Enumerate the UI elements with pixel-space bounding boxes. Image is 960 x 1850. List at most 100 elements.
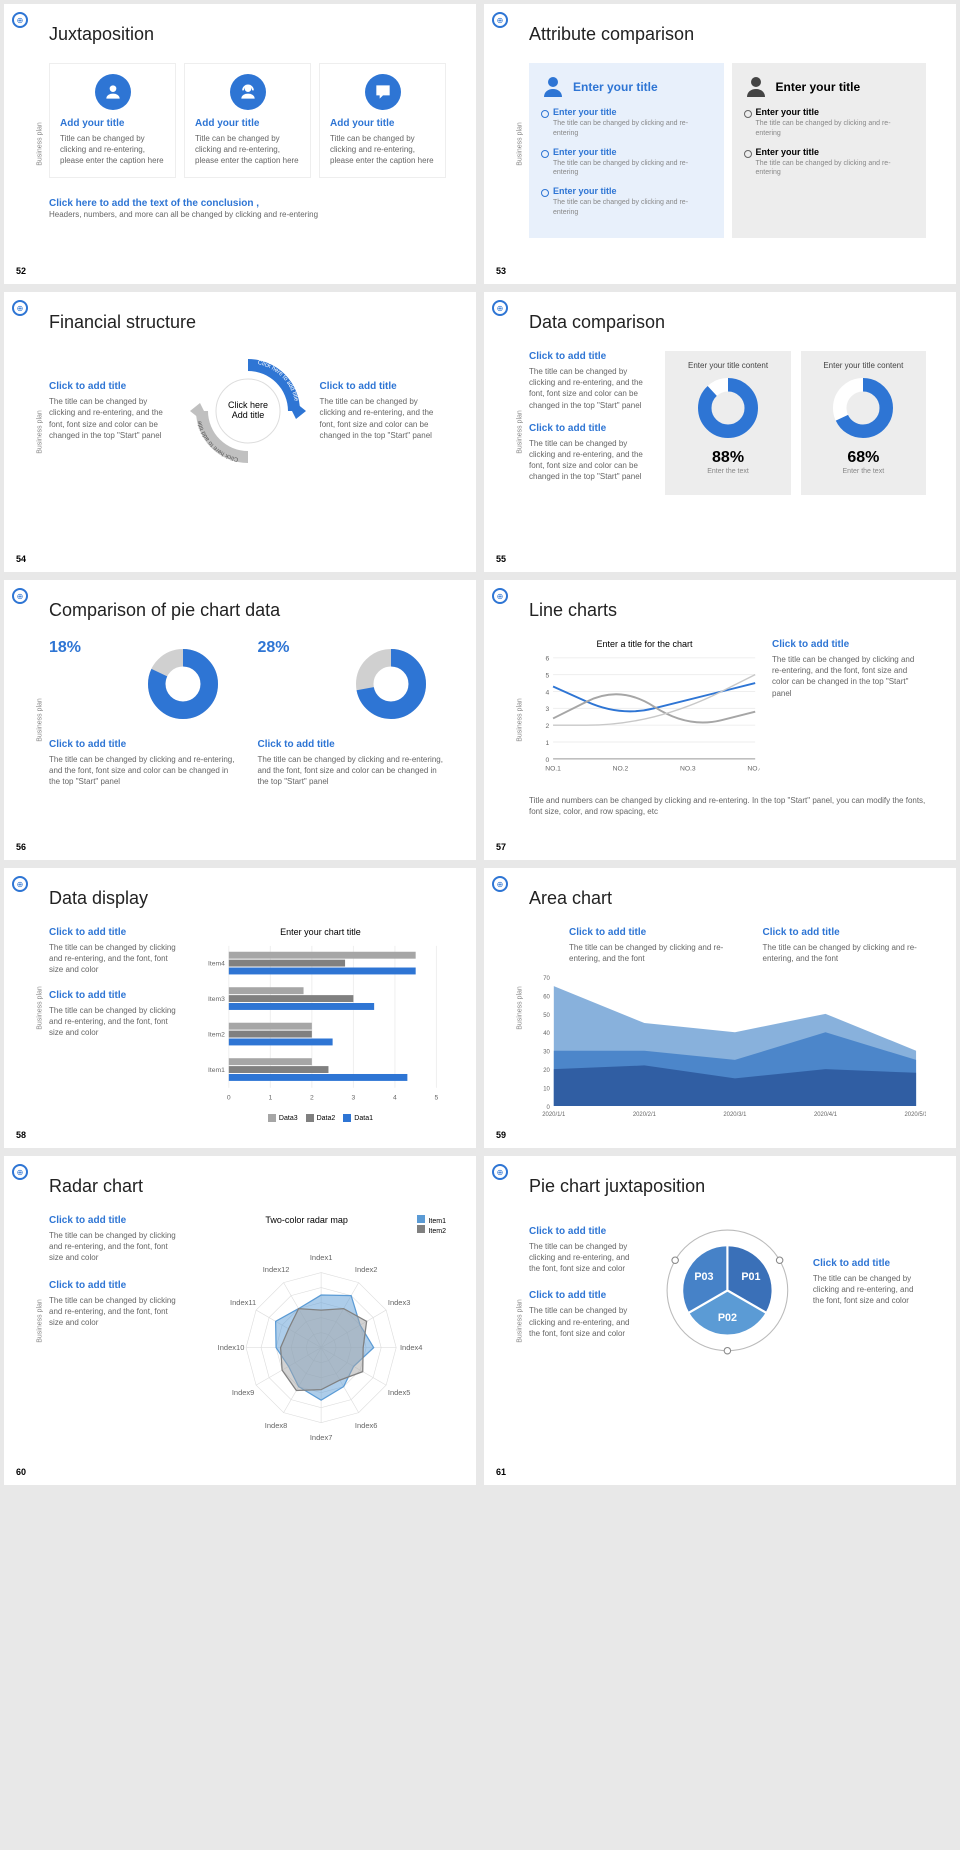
svg-text:Index5: Index5 [388,1388,411,1397]
svg-text:Index9: Index9 [232,1388,255,1397]
side-label: Business plan [516,698,523,742]
svg-text:Index10: Index10 [217,1343,244,1352]
svg-text:P02: P02 [718,1312,737,1324]
slide-title: Radar chart [49,1176,446,1197]
page-num: 54 [16,554,26,564]
side-label: Business plan [36,122,43,166]
slide-title: Area chart [529,888,926,909]
donut-chart [356,649,426,719]
svg-text:Click here: Click here [227,400,267,410]
side-label: Business plan [36,986,43,1030]
svg-text:2: 2 [310,1094,314,1101]
svg-text:0: 0 [545,757,549,764]
svg-text:Index3: Index3 [388,1298,411,1307]
side-label: Business plan [516,1299,523,1343]
side-label: Business plan [36,698,43,742]
slide-title: Data display [49,888,446,909]
svg-text:Item3: Item3 [208,996,225,1003]
svg-text:Item1: Item1 [208,1067,225,1074]
svg-text:5: 5 [545,673,549,680]
donut-card-2: Enter your title content 68% Enter the t… [801,351,926,495]
page-num: 55 [496,554,506,564]
svg-text:2020/4/1: 2020/4/1 [814,1112,838,1118]
svg-text:Index12: Index12 [262,1265,289,1274]
slide-title: Pie chart juxtaposition [529,1176,926,1197]
slide-title: Financial structure [49,312,446,333]
logo-icon: ⊕ [492,1164,508,1180]
svg-text:Add title: Add title [231,410,264,420]
chat-icon [365,74,401,110]
side-label: Business plan [36,410,43,454]
svg-text:5: 5 [434,1094,438,1101]
svg-text:Index7: Index7 [310,1433,333,1442]
slide-55: ⊕ Business plan Data comparison Click to… [484,292,956,572]
slide-57: ⊕ Business plan Line charts Enter a titl… [484,580,956,860]
slide-title: Comparison of pie chart data [49,600,446,621]
pie-col-2: 28% Click to add title The title can be … [258,639,447,788]
svg-text:4: 4 [393,1094,397,1101]
slide-title: Line charts [529,600,926,621]
donut-chart [698,378,758,438]
title-block-1: Click to add titleThe title can be chang… [569,927,733,964]
footer-text: Title and numbers can be changed by clic… [529,795,926,817]
page-num: 56 [16,842,26,852]
line-chart: Enter a title for the chart 0123456NO.1N… [529,639,760,783]
conclusion-text: Headers, numbers, and more can all be ch… [49,209,446,220]
person-icon [95,74,131,110]
svg-text:Index8: Index8 [265,1421,288,1430]
slide-60: ⊕ Business plan Radar chart Click to add… [4,1156,476,1485]
text-blocks: Click to add titleThe title can be chang… [49,927,183,1122]
svg-text:2020/5/1: 2020/5/1 [905,1112,926,1118]
svg-text:NO.2: NO.2 [613,765,629,772]
page-num: 57 [496,842,506,852]
slide-61: ⊕ Business plan Pie chart juxtaposition … [484,1156,956,1485]
page-num: 61 [496,1467,506,1477]
svg-text:Item2: Item2 [208,1031,225,1038]
right-text: Click to add titleThe title can be chang… [813,1258,926,1323]
text-blocks: Click to add titleThe title can be chang… [529,351,655,495]
svg-text:1: 1 [268,1094,272,1101]
logo-icon: ⊕ [492,876,508,892]
logo-icon: ⊕ [492,12,508,28]
right-text: Click to add title The title can be chan… [320,381,447,441]
page-num: 53 [496,266,506,276]
conclusion-bold: Click here to add the text of the conclu… [49,198,446,209]
svg-text:60: 60 [543,995,550,1001]
svg-text:0: 0 [227,1094,231,1101]
logo-icon: ⊕ [12,588,28,604]
text-blocks: Click to add titleThe title can be chang… [49,1215,184,1465]
slide-56: ⊕ Business plan Comparison of pie chart … [4,580,476,860]
svg-text:NO.1: NO.1 [545,765,561,772]
circular-arrows: Click here Add title Click here to add t… [188,351,308,471]
side-label: Business plan [36,1299,43,1343]
svg-text:40: 40 [543,1032,550,1038]
svg-text:70: 70 [543,976,550,982]
card-1: Add your title Title can be changed by c… [49,63,176,178]
page-num: 58 [16,1130,26,1140]
svg-text:2020/1/1: 2020/1/1 [542,1112,566,1118]
svg-text:Index2: Index2 [355,1265,378,1274]
side-label: Business plan [516,410,523,454]
donut-chart [833,378,893,438]
svg-text:3: 3 [351,1094,355,1101]
page-num: 60 [16,1467,26,1477]
slide-52: ⊕ Business plan Juxtaposition Add your t… [4,4,476,284]
donut-card-1: Enter your title content 88% Enter the t… [665,351,790,495]
svg-text:3: 3 [545,706,549,713]
side-label: Business plan [516,986,523,1030]
logo-icon: ⊕ [12,876,28,892]
svg-text:50: 50 [543,1013,550,1019]
area-chart: 0102030405060702020/1/12020/2/12020/3/12… [529,972,926,1121]
left-text: Click to add title The title can be chan… [49,381,176,441]
svg-text:1: 1 [545,740,549,747]
left-column: Enter your title Enter your titleThe tit… [529,63,724,238]
title-block-2: Click to add titleThe title can be chang… [763,927,927,964]
svg-text:Index6: Index6 [355,1421,378,1430]
svg-text:NO.3: NO.3 [680,765,696,772]
svg-text:10: 10 [543,1087,550,1093]
person-icon [541,75,565,99]
svg-text:P01: P01 [741,1271,760,1283]
logo-icon: ⊕ [12,12,28,28]
person-icon [744,75,768,99]
slide-title: Juxtaposition [49,24,446,45]
